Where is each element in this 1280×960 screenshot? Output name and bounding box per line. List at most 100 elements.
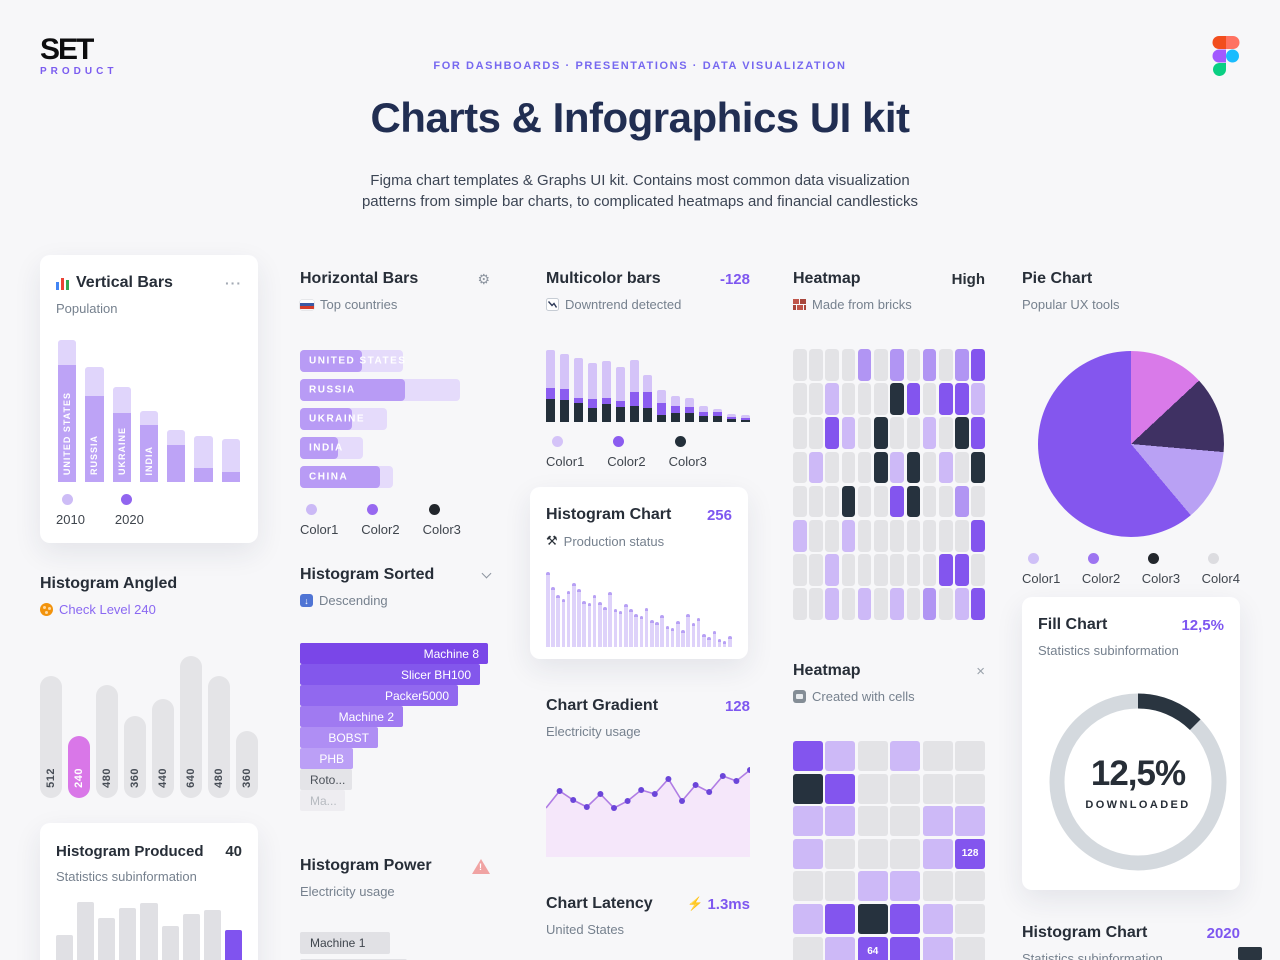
histogram-bar bbox=[644, 608, 649, 647]
heatmap-cells-grid: 128 64 bbox=[793, 741, 985, 960]
heatmap-cells-subtitle: Created with cells bbox=[793, 689, 985, 704]
eyebrow: FOR DASHBOARDS · PRESENTATIONS · DATA VI… bbox=[433, 60, 847, 72]
bar-segment bbox=[629, 392, 639, 406]
close-icon[interactable]: × bbox=[976, 662, 985, 680]
chart-gradient: Chart Gradient 128 Electricity usage bbox=[546, 695, 750, 857]
bar-segment bbox=[671, 396, 681, 406]
pie-chart-title: Pie Chart bbox=[1022, 270, 1093, 287]
bar-segment-purple bbox=[221, 472, 240, 482]
bar-segment bbox=[601, 404, 611, 422]
histogram-bar bbox=[551, 587, 555, 647]
more-menu-icon[interactable]: ··· bbox=[225, 275, 242, 291]
heatmap-cell bbox=[971, 417, 985, 449]
bar-segment-light bbox=[194, 436, 213, 468]
produced-bar bbox=[77, 902, 95, 960]
angled-bar: 360 bbox=[236, 731, 258, 798]
heatmap-cell bbox=[874, 451, 888, 484]
brand-logo[interactable]: SET PRODUCT bbox=[40, 35, 117, 78]
pie-chart-subtitle: Popular UX tools bbox=[1022, 297, 1120, 312]
clipped-bar-fragment bbox=[1238, 947, 1262, 960]
chart-latency-subtitle: United States bbox=[546, 922, 625, 937]
heatmap-cell bbox=[955, 519, 969, 552]
vertical-bar: UNITED STATES bbox=[58, 340, 77, 482]
data-point bbox=[706, 789, 713, 795]
heatmap-cell bbox=[955, 806, 985, 837]
heatmap-cell bbox=[890, 838, 921, 869]
bar-segment bbox=[713, 409, 723, 412]
pie-chart-plot bbox=[1038, 351, 1224, 537]
figma-logo-icon[interactable] bbox=[1212, 36, 1240, 76]
chart-latency: Chart Latency ⚡ 1.3ms United States bbox=[546, 893, 750, 937]
bar-segment bbox=[573, 398, 583, 403]
bar-segment bbox=[615, 367, 625, 401]
legend-item: Color2 bbox=[607, 436, 646, 469]
histogram-sorted-title: Histogram Sorted bbox=[300, 566, 435, 583]
heatmap-cell bbox=[955, 903, 985, 934]
bar-label: Machine 8 bbox=[423, 646, 479, 661]
power-bar-row: Machine 1 bbox=[300, 932, 390, 954]
chart-gradient-value: 128 bbox=[724, 697, 750, 715]
histogram-bar bbox=[696, 618, 701, 647]
heatmap-cell bbox=[874, 383, 888, 415]
multicolor-bars-title: Multicolor bars bbox=[546, 270, 661, 287]
legend-item: Color3 bbox=[669, 436, 707, 469]
bar-segment bbox=[629, 360, 639, 392]
multicolor-bar bbox=[546, 350, 555, 422]
caret-down-icon[interactable] bbox=[481, 568, 492, 578]
multicolor-bar bbox=[601, 361, 611, 422]
heatmap-cell bbox=[809, 519, 823, 552]
chart-horizontal-bars: Horizontal Bars ⚙ Top countries UNITED S… bbox=[300, 268, 490, 537]
heatmap-cell bbox=[890, 871, 921, 902]
heatmap-cell bbox=[922, 588, 937, 620]
warning-icon bbox=[472, 858, 490, 874]
heatmap-cell bbox=[825, 903, 856, 934]
horizontal-bar-row: UKRAINE bbox=[300, 408, 490, 430]
heatmap-cell bbox=[890, 383, 904, 415]
bar-segment bbox=[726, 414, 736, 417]
heatmap-cell bbox=[825, 519, 840, 552]
sorted-bar-row: Machine 8 bbox=[300, 643, 488, 664]
heatmap-cell bbox=[825, 806, 856, 837]
produced-bar bbox=[140, 903, 158, 960]
heatmap-cell bbox=[890, 417, 904, 449]
heatmap-cell bbox=[955, 349, 969, 381]
bar-segment bbox=[615, 401, 625, 407]
bar-segment bbox=[740, 418, 750, 420]
heatmap-cell bbox=[938, 349, 953, 381]
heatmap-cell bbox=[874, 519, 888, 552]
chart-heatmap-bricks: Heatmap High Made from bricks bbox=[793, 268, 985, 620]
legend-item: Color1 bbox=[546, 436, 584, 469]
bar-segment bbox=[657, 390, 667, 403]
legend-dot bbox=[674, 436, 686, 447]
heatmap-cell bbox=[857, 349, 872, 381]
heatmap-cell bbox=[793, 451, 807, 484]
chart-gradient-subtitle: Electricity usage bbox=[546, 724, 641, 739]
heatmap-cell bbox=[841, 485, 856, 518]
histogram-bar bbox=[598, 602, 602, 647]
bar-segment-light bbox=[167, 430, 186, 445]
histogram-bar bbox=[660, 615, 664, 647]
produced-bar bbox=[98, 918, 116, 960]
bar-segment bbox=[587, 399, 597, 408]
data-point bbox=[679, 798, 685, 804]
legend-dot bbox=[1087, 553, 1099, 564]
heatmap-cell bbox=[890, 773, 921, 804]
heatmap-cell bbox=[906, 451, 921, 484]
bar-segment bbox=[559, 400, 569, 422]
heatmap-cell bbox=[938, 554, 953, 586]
multicolor-bar bbox=[657, 390, 667, 422]
bar-label: RUSSIA bbox=[89, 434, 100, 475]
heatmap-cell bbox=[825, 773, 856, 804]
bar-segment-purple bbox=[112, 413, 131, 482]
heatmap-cell bbox=[922, 936, 953, 960]
heatmap-cell bbox=[922, 417, 937, 449]
legend-item: Color4 bbox=[1202, 553, 1240, 586]
legend-item: Color2 bbox=[1082, 553, 1120, 586]
multicolor-bar bbox=[629, 360, 639, 422]
histogram-power-chart: Machine 1Machine 2 bbox=[300, 932, 490, 960]
gear-icon[interactable]: ⚙ bbox=[477, 270, 490, 287]
heatmap-cell bbox=[906, 417, 921, 449]
bar-segment bbox=[559, 354, 569, 389]
histogram-bar bbox=[556, 595, 560, 647]
multicolor-bar bbox=[559, 354, 569, 422]
